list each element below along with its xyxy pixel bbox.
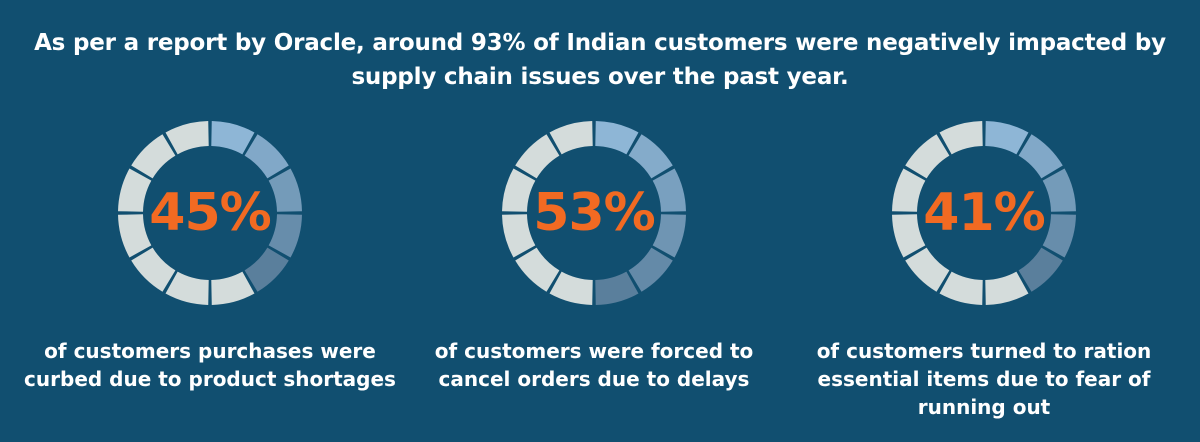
stat-card-shortages: 45% of customers purchases were curbed d… xyxy=(20,118,400,428)
ring-segment-empty xyxy=(165,271,209,305)
ring-segment-empty xyxy=(892,168,926,212)
ring-segment-empty xyxy=(939,271,983,305)
headline-line-2: supply chain issues over the past year. xyxy=(351,64,849,90)
ring-segment-filled xyxy=(1018,134,1063,179)
headline-line-1: As per a report by Oracle, around 93% of… xyxy=(34,30,1166,56)
ring-chart-shortages xyxy=(118,121,302,305)
stat-caption: of customers turned to ration essential … xyxy=(794,337,1174,421)
stat-card-rationing: 41% of customers turned to ration essent… xyxy=(794,118,1174,428)
ring-segment-empty xyxy=(905,134,950,179)
ring-segment-empty xyxy=(131,247,176,292)
stat-caption: of customers were forced to cancel order… xyxy=(404,337,784,393)
ring-segment-filled xyxy=(595,121,639,155)
ring-segment-empty xyxy=(118,214,152,258)
percent-value: 45% xyxy=(149,183,271,243)
ring-segment-filled xyxy=(652,168,686,212)
ring-segment-empty xyxy=(131,134,176,179)
ring-segment-filled xyxy=(211,121,255,155)
ring-segment-filled xyxy=(1042,214,1076,258)
caption-line: of customers purchases were xyxy=(44,339,376,363)
ring-segment-empty xyxy=(985,271,1029,305)
percent-value: 41% xyxy=(923,183,1045,243)
ring-chart-delays xyxy=(502,121,686,305)
caption-line: cancel orders due to delays xyxy=(438,367,750,391)
stat-card-delays: 53% of customers were forced to cancel o… xyxy=(404,118,784,428)
ring-segment-filled xyxy=(595,271,639,305)
caption-line: of customers turned to ration xyxy=(816,339,1152,363)
ring-segment-empty xyxy=(549,121,593,155)
ring-segment-empty xyxy=(502,168,536,212)
ring-segment-filled xyxy=(628,247,673,292)
ring-segment-filled xyxy=(1042,168,1076,212)
ring-segment-filled xyxy=(244,134,289,179)
ring-segment-empty xyxy=(515,134,560,179)
ring-segment-empty xyxy=(502,214,536,258)
caption-line: curbed due to product shortages xyxy=(24,367,396,391)
ring-segment-filled xyxy=(268,214,302,258)
ring-segment-empty xyxy=(905,247,950,292)
ring-segment-empty xyxy=(165,121,209,155)
stat-caption: of customers purchases were curbed due t… xyxy=(20,337,400,393)
caption-line: of customers were forced to xyxy=(434,339,754,363)
ring-segment-empty xyxy=(515,247,560,292)
ring-segment-filled xyxy=(652,214,686,258)
ring-chart-rationing xyxy=(892,121,1076,305)
ring-segment-empty xyxy=(549,271,593,305)
ring-segment-empty xyxy=(939,121,983,155)
percent-value: 53% xyxy=(533,183,655,243)
ring-segment-filled xyxy=(1018,247,1063,292)
headline: As per a report by Oracle, around 93% of… xyxy=(0,26,1200,94)
ring-segment-filled xyxy=(628,134,673,179)
ring-segment-filled xyxy=(985,121,1029,155)
caption-line: essential items due to fear of xyxy=(817,367,1151,391)
ring-segment-empty xyxy=(118,168,152,212)
ring-segment-filled xyxy=(244,247,289,292)
ring-segment-empty xyxy=(211,271,255,305)
ring-segment-empty xyxy=(892,214,926,258)
caption-line: running out xyxy=(917,395,1051,419)
ring-segment-filled xyxy=(268,168,302,212)
